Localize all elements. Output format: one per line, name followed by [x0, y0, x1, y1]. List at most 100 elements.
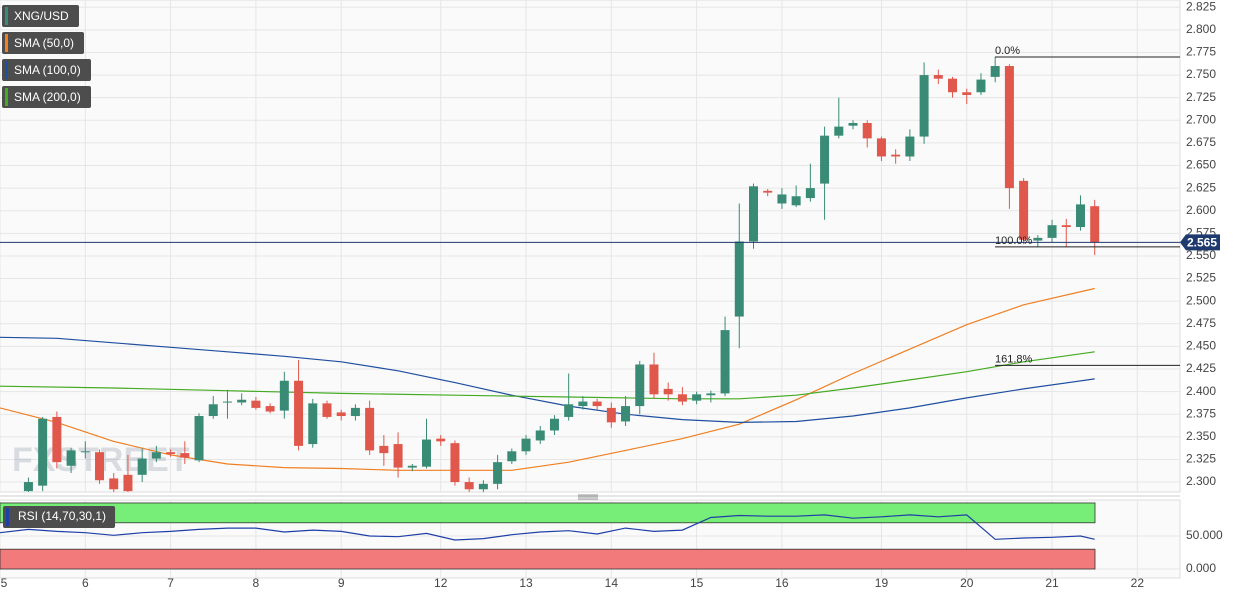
candle-body — [521, 438, 531, 452]
line — [0, 287, 1095, 471]
legend-label: SMA (200,0) — [14, 90, 81, 104]
x-tick-label: 9 — [338, 576, 345, 590]
y-tick-label: 0.000 — [1186, 561, 1216, 575]
x-tick-label: 15 — [690, 576, 704, 590]
candle-body — [507, 451, 517, 462]
candle-body — [677, 394, 687, 402]
candle-body — [350, 407, 360, 417]
candle-body — [990, 66, 1000, 77]
y-tick-label: 2.400 — [1186, 384, 1216, 398]
legend-swatch — [5, 61, 8, 79]
x-tick-label: 14 — [605, 576, 619, 590]
candle-body — [606, 407, 616, 423]
main-plot — [0, 56, 1180, 492]
candle-body — [436, 438, 446, 442]
x-tick-label: 13 — [519, 576, 533, 590]
y-tick-label: 2.375 — [1186, 406, 1216, 420]
line — [0, 336, 1095, 424]
legend-label: XNG/USD — [14, 9, 69, 23]
candle-body — [322, 403, 332, 417]
candle-body — [549, 418, 559, 431]
x-tick-label: 6 — [82, 576, 89, 590]
candle-body — [166, 452, 176, 455]
candle-body — [1047, 225, 1057, 238]
x-tick-label: 12 — [434, 576, 448, 590]
fib-label: 100.0% — [995, 235, 1033, 247]
candle-body — [478, 483, 488, 490]
candle-body — [820, 135, 830, 184]
rsi-title: RSI (14,70,30,1) — [18, 509, 106, 523]
legend-item[interactable]: XNG/USD — [2, 5, 79, 27]
candle-body — [450, 443, 460, 483]
x-tick-label: 20 — [960, 576, 974, 590]
y-tick-label: 2.450 — [1186, 339, 1216, 353]
candle-body — [180, 453, 190, 458]
candle-body — [123, 474, 133, 492]
legend-label: SMA (100,0) — [14, 63, 81, 77]
candle-body — [1033, 237, 1043, 241]
y-tick-label: 2.525 — [1186, 271, 1216, 285]
candle-body — [706, 393, 716, 396]
candle-body — [251, 400, 261, 408]
candle-body — [393, 444, 403, 468]
fib-label: 161.8% — [995, 353, 1033, 365]
y-tick-label: 2.350 — [1186, 429, 1216, 443]
candle-body — [962, 92, 972, 95]
rsi-plot — [0, 502, 1096, 570]
candle-body — [109, 478, 119, 490]
candle-body — [308, 403, 318, 445]
candle-body — [848, 123, 858, 126]
candle-body — [621, 406, 631, 422]
candle-body — [578, 401, 588, 407]
last-price-badge — [1180, 234, 1220, 251]
candle-body — [834, 126, 844, 136]
candle-body — [692, 394, 702, 401]
candle-body — [66, 450, 76, 466]
candle-body — [407, 465, 417, 468]
y-tick-label: 2.500 — [1186, 293, 1216, 307]
candle-body — [365, 407, 375, 451]
x-tick-label: 5 — [1, 576, 8, 590]
candle-body — [38, 418, 48, 486]
candle-body — [976, 79, 986, 93]
candle-body — [748, 186, 758, 242]
candle-body — [151, 452, 161, 459]
x-tick-label: 21 — [1045, 576, 1059, 590]
legend-item[interactable]: SMA (200,0) — [2, 86, 91, 108]
candle-body — [1090, 206, 1100, 243]
candle-body — [493, 462, 503, 484]
y-tick-label: 2.725 — [1186, 90, 1216, 104]
axes: 5 6 7 8 9 12 13 14 15 16 19 20 21 22 2.300 2.325 2.350 2.… — [1, 0, 1223, 590]
y-tick-label: 2.475 — [1186, 316, 1216, 330]
y-tick-label: 2.550 — [1186, 248, 1216, 262]
y-tick-label: 2.650 — [1186, 158, 1216, 172]
x-tick-label: 19 — [875, 576, 889, 590]
x-tick-label: 22 — [1131, 576, 1145, 590]
candle-body — [336, 412, 346, 417]
rsi-band — [0, 502, 1096, 524]
candle-body — [948, 78, 958, 93]
candle-body — [649, 364, 659, 395]
candle-body — [194, 416, 204, 461]
legend-item[interactable]: SMA (50,0) — [2, 32, 85, 54]
x-tick-label: 7 — [167, 576, 174, 590]
candle-body — [1019, 180, 1029, 240]
candle-body — [862, 123, 872, 139]
y-tick-label: 2.775 — [1186, 45, 1216, 59]
candle-body — [791, 196, 801, 206]
legend-item[interactable]: SMA (100,0) — [2, 59, 91, 81]
candle-body — [564, 404, 574, 417]
candle-body — [905, 136, 915, 157]
candle-body — [663, 388, 673, 395]
candle-body — [635, 364, 645, 407]
candle-body — [23, 482, 33, 492]
candle-body — [294, 380, 304, 446]
candle-body — [422, 439, 432, 467]
candle-body — [222, 401, 232, 403]
x-tick-label: 16 — [775, 576, 789, 590]
candle-body — [734, 241, 744, 317]
legend-swatch — [5, 34, 8, 52]
y-tick-label: 2.750 — [1186, 67, 1216, 81]
